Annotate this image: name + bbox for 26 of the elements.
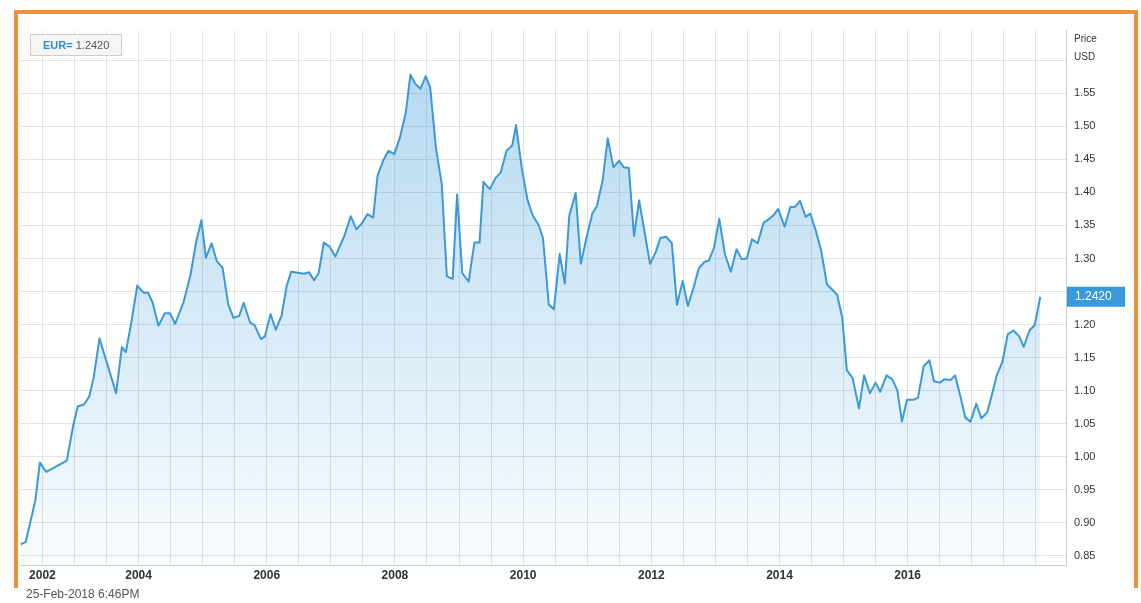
x-tick-label: 2012: [637, 568, 665, 583]
y-tick-label: 1.40: [1074, 185, 1096, 198]
annotation: EUR= 1.2420: [30, 34, 123, 56]
x-tick-label: 2014: [766, 568, 794, 583]
x-tick-label: 2002: [29, 568, 57, 583]
y-axis-title: Price USD: [1074, 33, 1098, 63]
y-tick-label: 1.35: [1074, 218, 1096, 231]
text: 25-Feb-2018 6:46PM: [26, 587, 140, 601]
x-tick-label: 2008: [381, 568, 409, 583]
y-tick-label: 0.90: [1074, 515, 1096, 528]
x-tick-label: 2006: [253, 568, 281, 583]
text: 1.2420: [1075, 289, 1113, 304]
y-tick-label: 1.10: [1074, 383, 1096, 396]
y-tick-label: 0.95: [1074, 482, 1096, 495]
y-tick-label: 0.85: [1074, 548, 1096, 561]
y-tick-label: 1.50: [1074, 119, 1096, 132]
y-tick-label: 1.20: [1074, 317, 1096, 330]
y-tick-label: 1.00: [1074, 449, 1096, 462]
y-tick-label: 1.15: [1074, 350, 1096, 363]
y-tick-label: 1.55: [1074, 86, 1096, 99]
y-tick-label: 1.05: [1074, 416, 1096, 429]
y-tick-label: 1.45: [1074, 152, 1096, 165]
x-tick-label: 2010: [509, 568, 537, 583]
y-tick-label: 1.30: [1074, 251, 1096, 264]
x-tick-label: 2004: [125, 568, 153, 583]
x-tick-label: 2016: [894, 568, 922, 583]
